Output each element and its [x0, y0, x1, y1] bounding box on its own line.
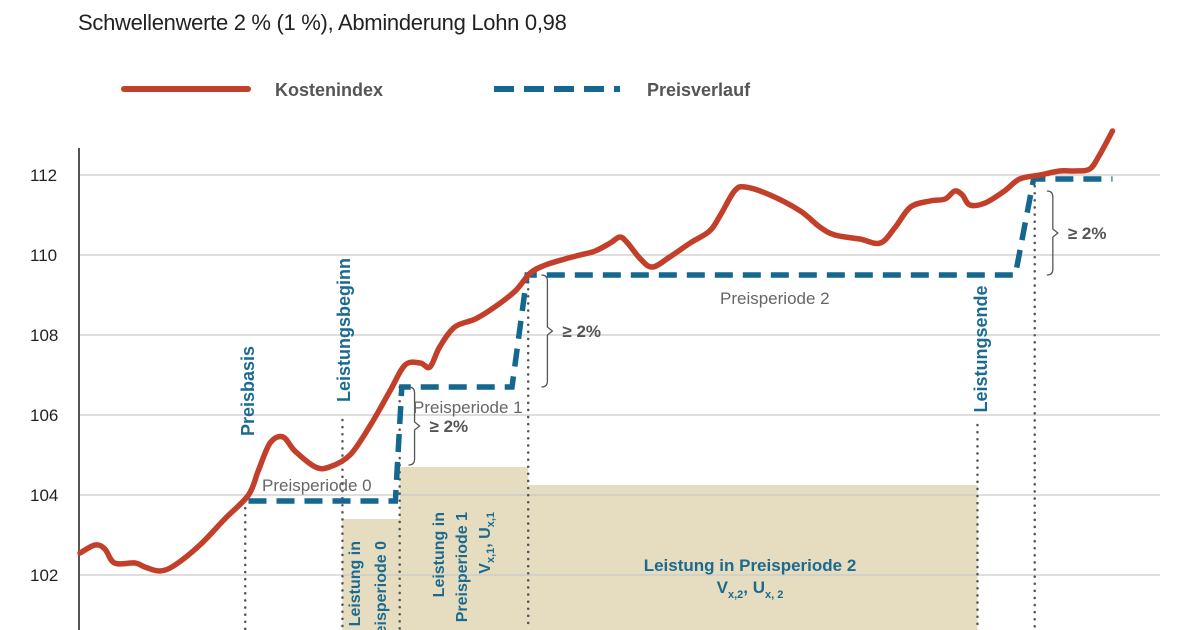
braces: ≥ 2% ≥ 2% ≥ 2% — [408, 190, 1107, 466]
grid-lines — [80, 174, 1160, 576]
preisperiode1-label: Preisperiode 1 — [413, 398, 523, 417]
leistung-area-2 — [528, 485, 978, 630]
leistung1-vu: Vx,1, Ux,1 — [477, 512, 497, 574]
leistung0-line1: Leistung in — [347, 541, 364, 626]
leistung-area-1 — [399, 467, 529, 630]
y-tick-102: 102 — [30, 566, 58, 585]
preisperiode2-label: Preisperiode 2 — [720, 289, 830, 308]
leistung0-line2: Preisperiode 0 — [373, 541, 390, 630]
brace-1 — [541, 274, 554, 388]
preisbasis-label: Preisbasis — [238, 346, 258, 436]
marker-lines — [243, 177, 1036, 630]
chart-title: Schwellenwerte 2 % (1 %), Abminderung Lo… — [78, 10, 567, 35]
leistung2-vu: Vx,2, Ux, 2 — [717, 578, 784, 601]
legend-preisverlauf-label: Preisverlauf — [647, 80, 751, 100]
y-tick-106: 106 — [30, 406, 58, 425]
y-tick-110: 110 — [30, 246, 57, 265]
kostenindex-line — [77, 128, 1116, 574]
leistungsende-label: Leistungsende — [971, 285, 991, 412]
preisperiode0-label: Preisperiode 0 — [262, 476, 372, 495]
y-tick-108: 108 — [30, 326, 58, 345]
brace-label-2: ≥ 2% — [1068, 224, 1107, 243]
brace-label-1: ≥ 2% — [562, 322, 601, 341]
brace-0 — [408, 386, 421, 466]
preisverlauf-line — [248, 176, 1113, 504]
y-tick-104: 104 — [30, 486, 58, 505]
leistung2-line1: Leistung in Preisperiode 2 — [644, 556, 857, 575]
leistung1-line1: Leistung in — [431, 512, 448, 597]
leistung-areas — [342, 467, 978, 630]
y-tick-labels: 102 104 106 108 110 112 — [30, 166, 58, 585]
y-tick-112: 112 — [30, 166, 57, 185]
leistung1-line2: Preisperiode 1 — [454, 512, 471, 622]
brace-2 — [1046, 190, 1059, 276]
leistungsbeginn-label: Leistungsbeginn — [334, 258, 354, 402]
legend-kostenindex-label: Kostenindex — [275, 80, 383, 100]
brace-label-0: ≥ 2% — [430, 417, 469, 436]
